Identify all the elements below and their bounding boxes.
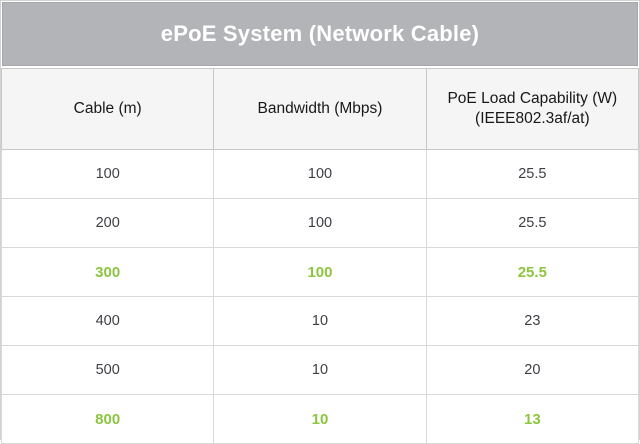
table-cell: 10	[213, 345, 427, 395]
table-cell: 25.5	[425, 149, 640, 199]
table-cell: 13	[425, 394, 640, 444]
table-cell: 200	[0, 198, 215, 248]
title-bar: ePoE System (Network Cable)	[2, 2, 638, 66]
epoe-table: Cable (m) Bandwidth (Mbps) PoE Load Capa…	[0, 68, 640, 444]
table-cell: 100	[213, 149, 427, 199]
table-cell: 400	[0, 296, 215, 346]
table-row: 300 100 25.5	[0, 247, 640, 297]
header-row: Cable (m) Bandwidth (Mbps) PoE Load Capa…	[0, 68, 640, 150]
table-cell: 10	[213, 296, 427, 346]
table-row: 400 10 23	[0, 296, 640, 346]
table-cell: 300	[0, 247, 215, 297]
column-header-bandwidth: Bandwidth (Mbps)	[213, 68, 427, 150]
table-cell: 23	[425, 296, 640, 346]
table-row: 200 100 25.5	[0, 198, 640, 248]
table-cell: 20	[425, 345, 640, 395]
column-header-cable: Cable (m)	[0, 68, 215, 150]
table-row: 800 10 13	[0, 394, 640, 444]
table-cell: 500	[0, 345, 215, 395]
table-row: 500 10 20	[0, 345, 640, 395]
table-cell: 100	[213, 198, 427, 248]
table-cell: 25.5	[425, 247, 640, 297]
column-header-poe-load: PoE Load Capability (W) (IEEE802.3af/at)	[425, 68, 640, 150]
table-cell: 100	[213, 247, 427, 297]
table-body: 100 100 25.5 200 100 25.5 300 100 25.5 400 10 23 500…	[0, 149, 640, 444]
table-cell: 800	[0, 394, 215, 444]
table-cell: 100	[0, 149, 215, 199]
table-cell: 10	[213, 394, 427, 444]
page-title: ePoE System (Network Cable)	[160, 21, 480, 46]
table-row: 100 100 25.5	[0, 149, 640, 199]
table-cell: 25.5	[425, 198, 640, 248]
